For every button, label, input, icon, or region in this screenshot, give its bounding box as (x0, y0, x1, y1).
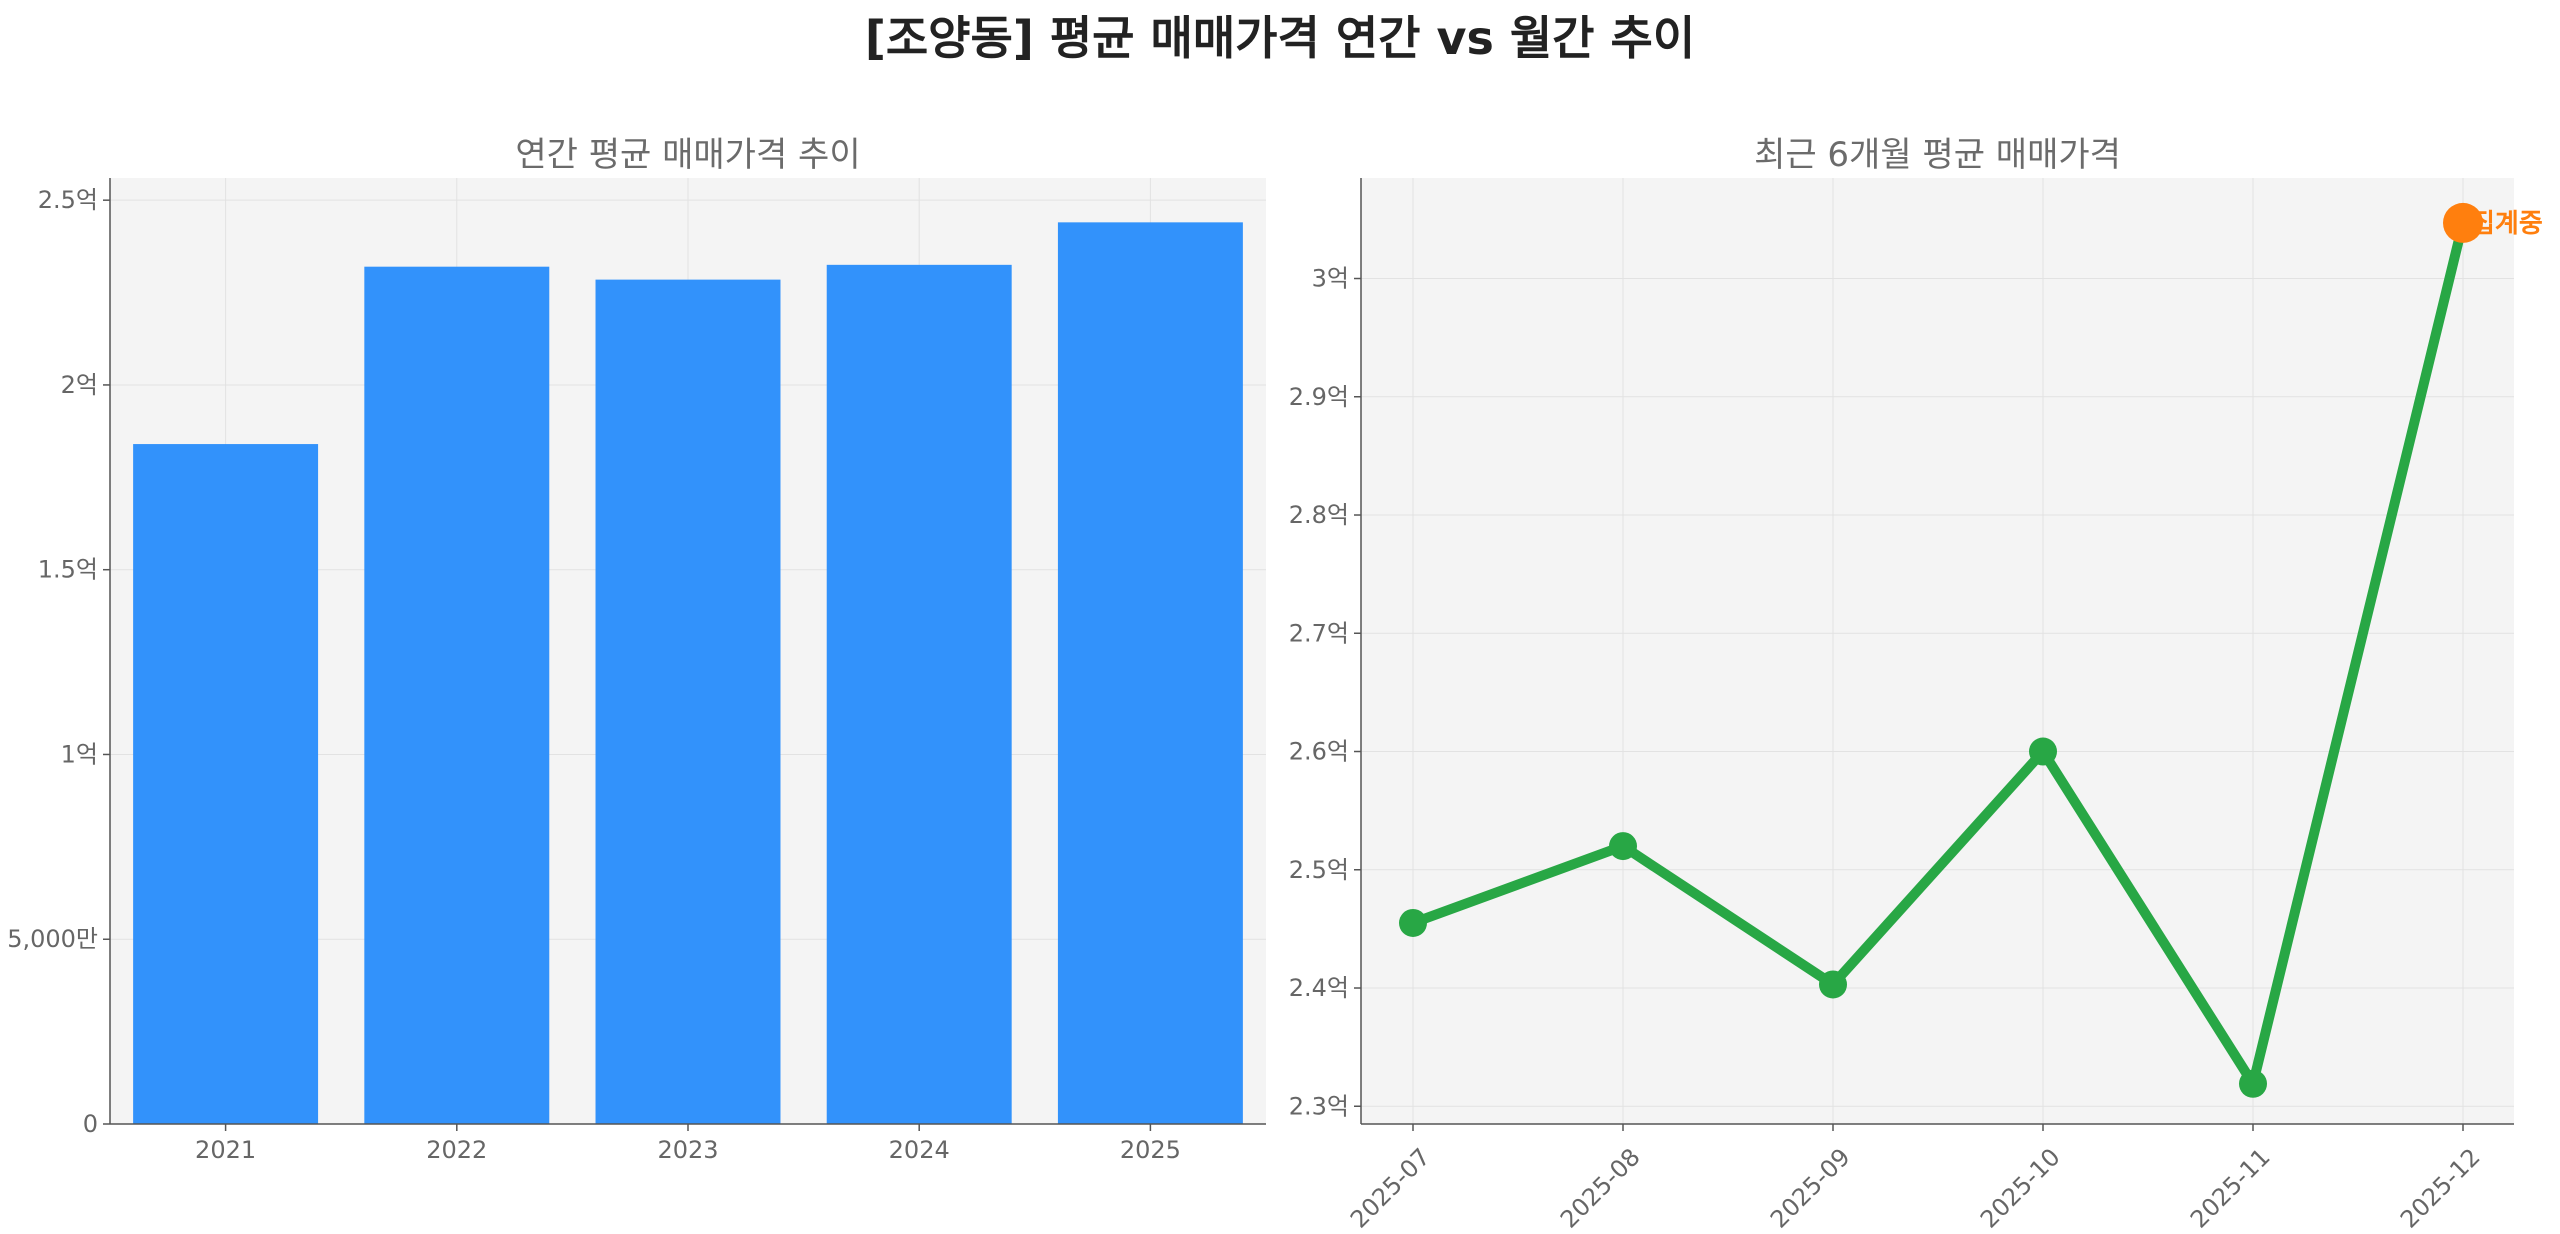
line-x-tick-label: 2025-11 (2185, 1143, 2276, 1234)
bar-2022 (364, 266, 550, 1124)
line-x-tick-label: 2025-12 (2395, 1143, 2486, 1234)
line-point-highlight (2443, 202, 2483, 243)
bar-x-tick-label: 2022 (426, 1136, 487, 1164)
line-point-2025-09 (1819, 970, 1847, 999)
line-y-tick-label: 2.4억 (1289, 974, 1349, 1002)
line-x-tick-label: 2025-07 (1345, 1143, 1436, 1234)
line-point-2025-07 (1399, 908, 1427, 937)
line-y-tick-label: 2.7억 (1289, 619, 1349, 647)
bar-y-tick-label: 1.5억 (38, 556, 98, 584)
line-point-2025-10 (2029, 737, 2057, 766)
line-plot-area (1361, 178, 2514, 1124)
main-title: [조양동] 평균 매매가격 연간 vs 월간 추이 (864, 11, 1696, 65)
line-y-tick-label: 2.8억 (1289, 501, 1349, 529)
line-y-tick-label: 2.6억 (1289, 738, 1349, 766)
line-x-tick-label: 2025-08 (1555, 1143, 1646, 1234)
bar-x-tick-label: 2023 (657, 1136, 718, 1164)
bar-y-tick-label: 2.5억 (38, 186, 98, 214)
line-y-tick-label: 2.5억 (1289, 856, 1349, 884)
bar-x-tick-label: 2024 (889, 1136, 950, 1164)
bar-y-tick-label: 1억 (61, 740, 98, 768)
bar-2025 (1057, 222, 1243, 1124)
bar-2024 (826, 264, 1012, 1124)
bar-y-tick-label: 5,000만 (7, 925, 98, 953)
bar-chart-title: 연간 평균 매매가격 추이 (515, 135, 860, 175)
bar-y-tick-label: 0 (83, 1110, 98, 1138)
line-point-2025-08 (1609, 832, 1637, 861)
line-y-tick-label: 2.9억 (1289, 383, 1349, 411)
line-x-tick-label: 2025-09 (1765, 1143, 1856, 1234)
line-point-2025-11 (2239, 1069, 2267, 1098)
line-chart-title: 최근 6개월 평균 매매가격 (1754, 135, 2121, 175)
bar-y-tick-label: 2억 (61, 371, 98, 399)
line-series (1411, 221, 2468, 1097)
bar-2021 (133, 444, 319, 1124)
bar-2023 (595, 279, 781, 1124)
line-y-tick-label: 3억 (1312, 265, 1349, 293)
line-y-tick-label: 2.3억 (1289, 1092, 1349, 1120)
line-x-tick-label: 2025-10 (1975, 1143, 2066, 1234)
bar-x-tick-label: 2021 (195, 1136, 256, 1164)
bar-x-tick-label: 2025 (1120, 1136, 1181, 1164)
